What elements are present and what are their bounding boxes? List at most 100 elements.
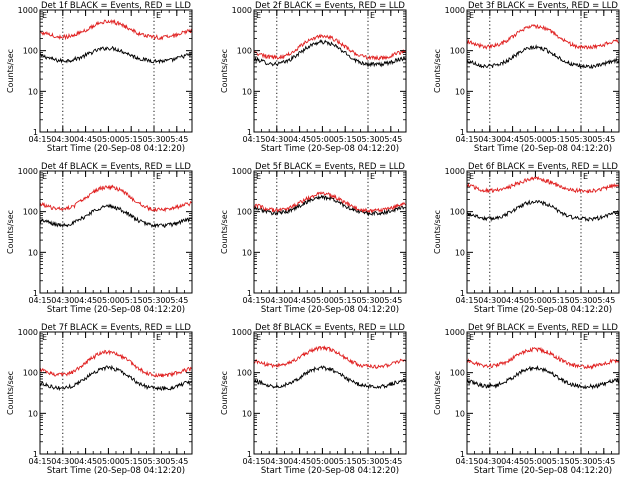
lld-series-line [39,349,193,378]
marker-label: E [370,172,375,181]
marker-label: E [469,333,474,342]
y-tick-label: 10 [28,248,38,257]
y-tick-label: 10 [242,248,252,257]
x-tick-label: 04:15 [28,296,51,305]
events-series-line [39,45,193,65]
y-tick-label: 1000 [232,167,252,176]
x-axis-label: Start Time (20-Sep-08 04:12:20) [474,144,612,154]
events-series-line [466,199,620,222]
marker-label: E [469,11,474,20]
x-axis-label: Start Time (20-Sep-08 04:12:20) [261,466,399,476]
y-tick-label: 100 [237,369,252,378]
y-tick-label: 100 [450,208,465,217]
x-tick-label: 05:30 [569,135,592,144]
x-axis-label: Start Time (20-Sep-08 04:12:20) [261,144,399,154]
x-tick-label: 05:00 [97,135,120,144]
y-tick-label: 10 [455,87,465,96]
marker-label: E [583,172,588,181]
x-tick-label: 05:15 [334,457,357,466]
x-tick-label: 05:00 [311,457,334,466]
panel-title: Det 4f BLACK = Events, RED = LLD [41,162,191,172]
marker-label: E [156,11,161,20]
marker-label: E [256,172,261,181]
lld-series-line [466,176,620,194]
panel-title: Det 3f BLACK = Events, RED = LLD [468,1,618,11]
y-tick-label: 1000 [232,6,252,15]
x-axis-label: Start Time (20-Sep-08 04:12:20) [474,466,612,476]
y-tick-label: 1000 [445,6,465,15]
events-series-line [39,364,193,392]
x-tick-label: 05:30 [356,296,379,305]
lld-series-line [254,33,407,61]
y-tick-label: 1000 [445,328,465,337]
x-tick-label: 04:45 [288,457,311,466]
x-tick-label: 05:45 [592,135,615,144]
x-tick-label: 04:30 [51,457,74,466]
x-tick-label: 04:15 [455,296,478,305]
x-tick-label: 04:15 [242,457,265,466]
lld-series-line [253,345,407,370]
y-tick-label: 1 [247,128,252,137]
y-tick-label: 100 [237,47,252,56]
y-tick-label: 10 [28,87,38,96]
y-tick-label: 1 [33,450,38,459]
x-tick-label: 04:45 [74,457,97,466]
x-tick-label: 05:45 [379,457,402,466]
lld-series-line [39,18,193,41]
x-axis-label: Start Time (20-Sep-08 04:12:20) [47,144,185,154]
x-tick-label: 05:15 [120,135,143,144]
y-tick-label: 1 [460,289,465,298]
x-tick-label: 05:30 [142,135,165,144]
x-tick-label: 04:30 [51,135,74,144]
marker-label: E [583,11,588,20]
x-tick-label: 05:15 [547,296,570,305]
lld-series-line [39,184,193,213]
y-tick-label: 1000 [445,167,465,176]
y-tick-label: 10 [242,409,252,418]
x-tick-label: 04:15 [455,457,478,466]
y-tick-label: 10 [455,409,465,418]
x-tick-label: 04:30 [51,296,74,305]
y-tick-label: 100 [450,369,465,378]
y-axis-label: Counts/sec [6,371,15,415]
x-axis-label: Start Time (20-Sep-08 04:12:20) [47,466,185,476]
y-tick-label: 1000 [18,6,38,15]
x-axis-label: Start Time (20-Sep-08 04:12:20) [47,305,185,315]
x-tick-label: 05:45 [379,135,402,144]
x-tick-label: 05:30 [356,135,379,144]
events-series-line [253,39,407,68]
y-tick-label: 1000 [232,328,252,337]
x-tick-label: 05:45 [592,457,615,466]
x-tick-label: 05:15 [547,457,570,466]
events-series-line [253,194,407,217]
x-tick-label: 04:45 [288,135,311,144]
x-tick-label: 05:45 [165,135,188,144]
marker-label: E [42,333,47,342]
marker-label: E [42,11,47,20]
lld-series-line [254,191,407,214]
x-tick-label: 05:15 [334,296,357,305]
x-tick-label: 05:30 [569,457,592,466]
y-tick-label: 10 [28,409,38,418]
marker-label: E [42,172,47,181]
x-tick-label: 04:15 [242,135,265,144]
x-tick-label: 05:00 [97,457,120,466]
x-tick-label: 05:15 [334,135,357,144]
x-tick-label: 05:30 [569,296,592,305]
x-tick-label: 04:45 [501,457,524,466]
y-tick-label: 1 [33,289,38,298]
y-tick-label: 100 [23,369,38,378]
y-axis-label: Counts/sec [220,49,229,93]
x-tick-label: 05:15 [120,296,143,305]
x-tick-label: 04:45 [74,296,97,305]
y-axis-label: Counts/sec [220,371,229,415]
marker-label: E [256,11,261,20]
y-tick-label: 100 [237,208,252,217]
x-tick-label: 04:30 [265,457,288,466]
marker-label: E [370,333,375,342]
y-axis-label: Counts/sec [6,49,15,93]
